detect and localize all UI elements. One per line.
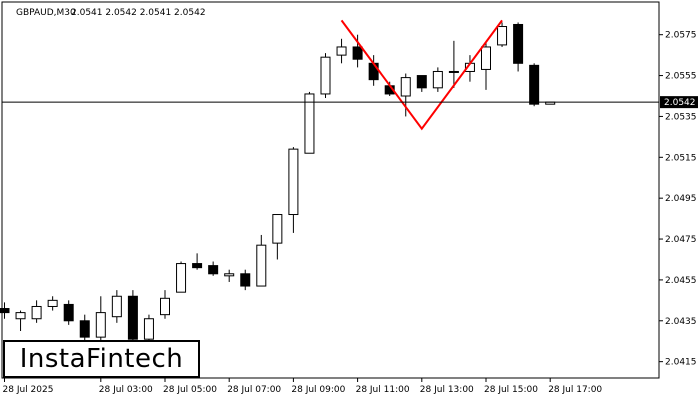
y-tick-label: 2.0535 xyxy=(665,112,697,122)
candle xyxy=(481,42,491,90)
candle xyxy=(272,214,283,260)
candle-body-bull xyxy=(481,46,491,70)
candle-body-bull xyxy=(111,295,122,318)
candle-body-bear xyxy=(127,295,138,340)
candle xyxy=(416,75,427,92)
candle-body-bear xyxy=(79,320,90,338)
candle-body-bull xyxy=(47,299,58,307)
instafintech-logo: InstaFintech xyxy=(19,344,184,374)
candle xyxy=(15,310,26,331)
candle xyxy=(288,147,299,233)
candle xyxy=(31,300,42,323)
candle-body-bull xyxy=(336,46,347,56)
candle-body-bear xyxy=(529,64,540,105)
candle xyxy=(497,22,508,47)
candle xyxy=(160,290,170,319)
chart-header-symbol: GBPAUD,M30 xyxy=(16,8,76,18)
candle-body-bear xyxy=(513,23,524,64)
x-tick-label: 28 Jul 13:00 xyxy=(420,385,474,395)
y-tick-label: 2.0415 xyxy=(665,358,697,368)
candle xyxy=(256,234,267,287)
candle-body-bull xyxy=(176,263,187,293)
candle xyxy=(336,38,347,64)
candle-body-bear xyxy=(240,273,251,287)
candle xyxy=(320,53,331,99)
candle-body-bull xyxy=(143,318,154,340)
candle xyxy=(143,314,154,344)
candle-body-bear xyxy=(0,308,10,314)
candle xyxy=(400,73,411,117)
candle-body-bull xyxy=(272,214,283,244)
y-tick-label: 2.0575 xyxy=(665,31,697,41)
candle-body-bull xyxy=(256,244,267,287)
candle xyxy=(448,40,459,88)
candle xyxy=(240,269,251,291)
candle-body-bear xyxy=(416,75,427,89)
candle xyxy=(127,290,138,348)
candle-body-bear xyxy=(192,263,203,269)
candle xyxy=(0,302,10,319)
candle xyxy=(111,290,122,323)
candle xyxy=(47,296,58,311)
candle-body-bear xyxy=(368,62,379,81)
y-tick-label: 2.0455 xyxy=(665,276,697,286)
x-tick-label: 28 Jul 05:00 xyxy=(163,385,217,395)
candle-body-bull xyxy=(31,305,42,320)
x-axis: 28 Jul 2025 28 Jul 03:00 28 Jul 05:00 28 Ju… xyxy=(3,378,602,395)
candle xyxy=(208,261,219,276)
candle xyxy=(304,91,315,154)
candle xyxy=(432,67,443,92)
chart-header-ohlc: 2.0541 2.0542 2.0541 2.0542 xyxy=(71,8,206,18)
current-price-tag xyxy=(660,96,698,109)
candle xyxy=(513,22,524,72)
candle-body-bull xyxy=(448,70,459,73)
candle xyxy=(529,63,540,107)
candle xyxy=(224,269,235,282)
candle-body-bull xyxy=(288,148,299,216)
x-tick-label: 28 Jul 2025 xyxy=(3,385,54,395)
y-axis: 2.0575 2.0555 2.0535 2.0515 2.0495 2.0475 2.04… xyxy=(659,31,697,368)
x-tick-label: 28 Jul 09:00 xyxy=(291,385,345,395)
candle-body-bull xyxy=(160,297,170,316)
candle-body-bull xyxy=(15,312,26,320)
candle xyxy=(352,34,363,68)
candle-body-bull xyxy=(95,312,106,338)
candle-body-bear xyxy=(352,46,363,60)
y-tick-label: 2.0435 xyxy=(665,317,697,327)
x-tick-label: 28 Jul 15:00 xyxy=(484,385,538,395)
candle xyxy=(63,300,74,325)
double-top-pattern xyxy=(340,19,503,131)
y-tick-label: 2.0495 xyxy=(665,194,697,204)
x-tick-label: 28 Jul 11:00 xyxy=(356,385,410,395)
double-top-line xyxy=(340,19,503,131)
y-tick-label: 2.0515 xyxy=(665,153,697,163)
current-price-line: 2.0542 xyxy=(2,96,698,109)
candle-body-bull xyxy=(304,93,315,154)
candle-body-bear xyxy=(208,265,219,275)
x-tick-label: 28 Jul 17:00 xyxy=(548,385,602,395)
candle-body-bear xyxy=(63,303,74,322)
candle xyxy=(192,253,203,270)
candle-body-bull xyxy=(432,70,443,89)
candle-body-bull xyxy=(497,26,508,46)
candle-body-bull xyxy=(320,56,331,95)
x-tick-label: 28 Jul 03:00 xyxy=(99,385,153,395)
logo-box: InstaFintech xyxy=(3,340,200,378)
candle xyxy=(176,261,187,293)
x-tick-label: 28 Jul 07:00 xyxy=(227,385,281,395)
y-tick-label: 2.0555 xyxy=(665,72,697,82)
candles xyxy=(0,22,556,348)
candle-body-bull xyxy=(224,273,235,277)
candle xyxy=(95,296,106,342)
candle-body-bull xyxy=(400,77,411,97)
y-tick-label: 2.0475 xyxy=(665,235,697,245)
current-price-label: 2.0542 xyxy=(664,98,696,108)
